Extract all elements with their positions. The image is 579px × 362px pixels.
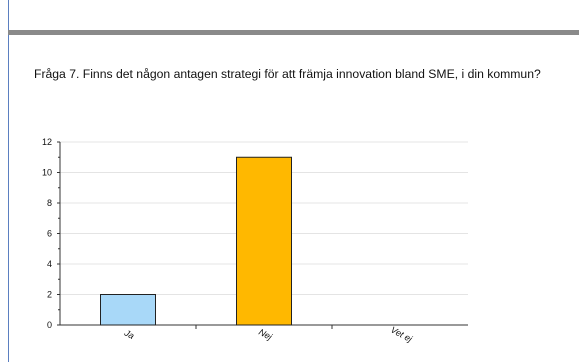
question-text: Fråga 7. Finns det någon antagen strateg… bbox=[34, 67, 541, 81]
x-category-label: Vet ej bbox=[389, 325, 415, 345]
y-tick-label: 0 bbox=[47, 320, 52, 330]
bar-ja bbox=[100, 294, 156, 326]
y-tick-label: 12 bbox=[42, 137, 52, 147]
y-tick-label: 4 bbox=[47, 259, 52, 269]
x-category-label: Ja bbox=[122, 327, 136, 341]
x-category-labels: Ja Nej Vet ej bbox=[122, 325, 415, 345]
chart-bars bbox=[100, 156, 292, 326]
header-band bbox=[8, 30, 579, 35]
y-tick-label: 10 bbox=[42, 168, 52, 178]
y-tick-label: 8 bbox=[47, 198, 52, 208]
y-tick-label: 2 bbox=[47, 290, 52, 300]
content-panel bbox=[8, 35, 579, 362]
top-strip bbox=[8, 0, 579, 30]
x-category-label: Nej bbox=[257, 327, 275, 343]
y-tick-label: 6 bbox=[47, 229, 52, 239]
bar-nej bbox=[236, 156, 292, 326]
y-tick-labels: 0 2 4 6 8 10 12 bbox=[42, 137, 52, 330]
